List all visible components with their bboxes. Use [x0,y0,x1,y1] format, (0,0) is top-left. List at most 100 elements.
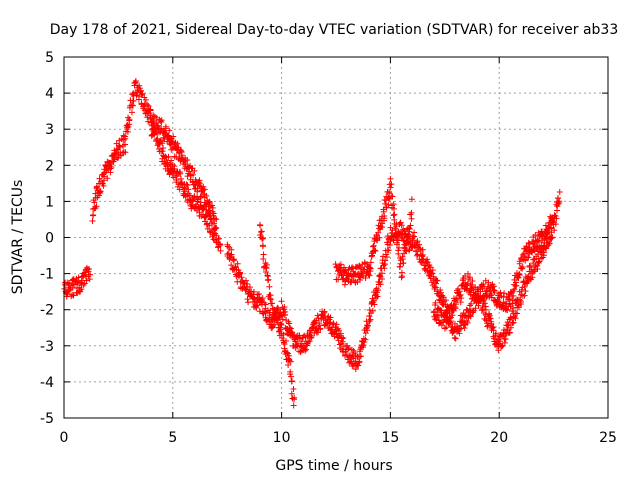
data-point [485,311,492,318]
data-point [432,299,439,306]
data-point [277,326,284,333]
data-point [213,225,220,232]
data-point [228,251,235,258]
data-point [516,272,523,279]
data-point [182,193,189,200]
data-point [144,101,151,108]
data-point [507,324,514,331]
data-point [185,186,192,193]
data-point [376,234,383,241]
data-point [269,300,276,307]
data-point [101,177,108,184]
data-point [97,188,104,195]
data-point [402,247,409,254]
data-point [468,300,475,307]
data-point [306,338,313,345]
data-point [480,281,487,288]
data-point [375,229,382,236]
data-point [262,268,269,275]
data-point [366,272,373,279]
data-point [519,264,526,271]
data-point [300,334,307,341]
data-point [104,175,111,182]
data-point [408,215,415,222]
data-point [272,313,279,320]
data-point [408,196,415,203]
data-point [278,321,285,328]
data-point [377,281,384,288]
data-points [61,78,563,409]
data-point [428,270,435,277]
data-point [542,222,549,229]
data-point [381,215,388,222]
data-point [388,181,395,188]
data-point [382,200,389,207]
data-point [171,163,178,170]
data-point [217,247,224,254]
data-point [327,314,334,321]
data-point [383,254,390,261]
data-point [145,118,152,125]
data-point [552,213,559,220]
data-point [501,290,508,297]
data-point [464,319,471,326]
data-point [154,130,161,137]
data-point [158,118,165,125]
data-point [191,167,198,174]
data-point [556,198,563,205]
data-point [77,287,84,294]
data-point [122,149,129,156]
data-point [83,277,90,284]
data-point [398,222,405,229]
data-point [228,262,235,269]
data-point [203,207,210,214]
data-point [213,232,220,239]
y-tick-label: 0 [45,231,54,247]
data-point [466,274,473,281]
data-point [472,284,479,291]
data-point [497,289,504,296]
data-point [444,310,451,317]
data-point [196,177,203,184]
data-point [290,402,297,409]
data-point [85,268,92,275]
data-point [196,209,203,216]
data-point [360,342,367,349]
data-point [208,215,215,222]
data-point [518,299,525,306]
data-point [470,308,477,315]
data-point [437,287,444,293]
data-point [121,141,128,148]
data-point [207,216,214,223]
data-point [529,274,536,281]
data-point [548,235,555,242]
data-point [307,335,314,342]
data-point [114,155,121,162]
data-point [261,308,268,315]
data-point [434,290,441,297]
data-point [512,315,519,322]
data-point [385,247,392,254]
data-point [260,251,267,258]
data-point [89,212,96,219]
data-point [170,133,177,140]
data-point [396,230,403,237]
data-point [129,91,136,98]
data-point [144,114,151,121]
data-point [408,209,415,216]
data-point [151,124,158,131]
data-point [504,307,511,314]
data-point [531,247,538,254]
data-point [210,210,217,217]
data-point [545,238,552,245]
data-point [400,260,407,267]
data-point [287,358,294,365]
data-point [333,321,340,328]
data-point [390,205,397,212]
data-point [362,330,369,337]
data-point [549,234,556,241]
data-point [489,284,496,291]
data-point [128,101,135,108]
data-point [464,270,471,277]
data-point [285,361,292,368]
